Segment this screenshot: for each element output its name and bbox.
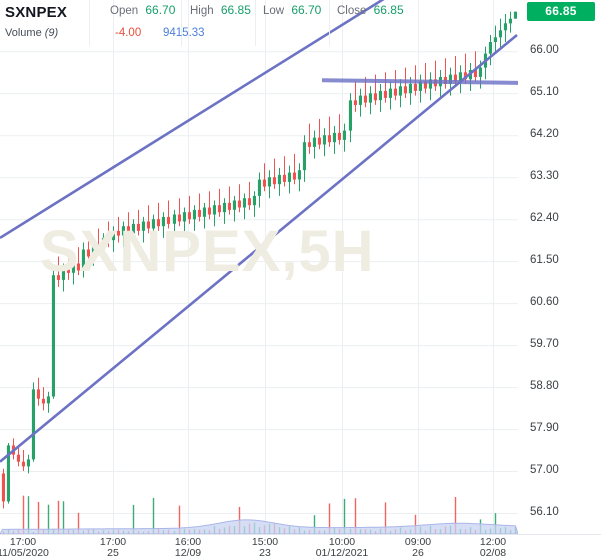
price-axis-label: 66.00 bbox=[530, 44, 559, 57]
ohlc-close-label: Close bbox=[337, 5, 367, 17]
volume-change-value: -4.00 bbox=[115, 27, 142, 39]
time-axis-label: 17:00 25 bbox=[73, 537, 153, 559]
time-axis-date: 26 bbox=[412, 547, 424, 559]
price-axis-label: 59.70 bbox=[530, 338, 559, 351]
time-axis-time: 09:00 bbox=[404, 536, 432, 548]
time-axis-date: 23 bbox=[259, 547, 271, 559]
volume-period: (9) bbox=[44, 27, 59, 39]
header-divider bbox=[255, 0, 256, 46]
volume-histogram bbox=[0, 495, 518, 534]
price-axis-label: 61.50 bbox=[530, 254, 559, 267]
time-axis-date: 12/09 bbox=[174, 547, 202, 559]
time-axis-label: 12:00 02/08 bbox=[453, 537, 533, 559]
time-axis-time: 16:00 bbox=[174, 536, 202, 548]
symbol-title[interactable]: SXNPEX bbox=[5, 4, 68, 21]
ohlc-high-value: 66.85 bbox=[220, 3, 251, 17]
time-axis-date: 02/08 bbox=[479, 547, 507, 559]
header-divider bbox=[181, 0, 182, 46]
volume-current-value: 9415.33 bbox=[163, 27, 205, 39]
vertical-gridlines bbox=[113, 0, 494, 534]
ohlc-open-value: 66.70 bbox=[145, 3, 176, 17]
time-axis-date: 01/12/2021 bbox=[315, 547, 369, 559]
time-axis-time: 17:00 bbox=[9, 536, 37, 548]
time-axis-date: 25 bbox=[107, 547, 119, 559]
time-axis-label: 15:00 23 bbox=[225, 537, 305, 559]
trendline-annotations[interactable] bbox=[0, 0, 518, 463]
price-axis-label: 62.40 bbox=[530, 212, 559, 225]
time-axis-time: 12:00 bbox=[479, 536, 507, 548]
ohlc-high: High 66.85 bbox=[190, 3, 251, 17]
time-axis-date: 11/05/2020 bbox=[0, 547, 49, 559]
ohlc-low: Low 66.70 bbox=[263, 3, 321, 17]
ohlc-close: Close 66.85 bbox=[337, 3, 404, 17]
price-axis-label: 56.10 bbox=[530, 506, 559, 518]
header-divider bbox=[329, 0, 330, 46]
chart-watermark: SXNPEX,5H bbox=[40, 219, 375, 284]
ohlc-low-label: Low bbox=[263, 5, 285, 17]
price-axis-label: 64.20 bbox=[530, 128, 559, 141]
price-axis-label: 57.90 bbox=[530, 422, 559, 435]
time-axis-label: 10:00 01/12/2021 bbox=[302, 537, 382, 559]
ohlc-low-value: 66.70 bbox=[291, 3, 322, 17]
volume-indicator-label[interactable]: Volume (9) bbox=[5, 27, 58, 39]
header-divider bbox=[89, 0, 90, 46]
ohlc-high-label: High bbox=[190, 5, 214, 17]
time-axis-time: 10:00 bbox=[328, 536, 356, 548]
time-axis-time: 17:00 bbox=[99, 536, 127, 548]
candlestick-series bbox=[1, 11, 517, 509]
time-scale[interactable]: 17:00 11/05/2020 17:00 25 16:00 12/09 15:00 23 1… bbox=[0, 534, 601, 559]
time-axis-label: 16:00 12/09 bbox=[148, 537, 228, 559]
ohlc-open: Open 66.70 bbox=[110, 3, 175, 17]
price-axis-label: 58.80 bbox=[530, 380, 559, 393]
ohlc-close-value: 66.85 bbox=[373, 3, 404, 17]
price-axis-label: 63.30 bbox=[530, 170, 559, 183]
price-axis-label: 57.00 bbox=[530, 464, 559, 477]
chart-legend-header: SXNPEX Volume (9) Open 66.70 High 66.85 … bbox=[0, 0, 601, 46]
time-axis-label: 09:00 26 bbox=[378, 537, 458, 559]
last-price-badge: 66.85 bbox=[527, 1, 595, 21]
volume-moving-average bbox=[0, 519, 518, 534]
volume-label: Volume bbox=[5, 27, 42, 39]
horizontal-gridlines bbox=[0, 51, 518, 515]
time-axis-label: 17:00 11/05/2020 bbox=[0, 537, 63, 559]
price-chart-canvas[interactable] bbox=[0, 0, 518, 534]
price-scale[interactable]: 66.85 66.00 65.10 64.20 63.30 62.40 61.50 60.6… bbox=[518, 0, 601, 534]
price-axis-label: 65.10 bbox=[530, 86, 559, 99]
ohlc-open-label: Open bbox=[110, 5, 139, 17]
time-axis-time: 15:00 bbox=[251, 536, 279, 548]
price-axis-label: 60.60 bbox=[530, 296, 559, 309]
